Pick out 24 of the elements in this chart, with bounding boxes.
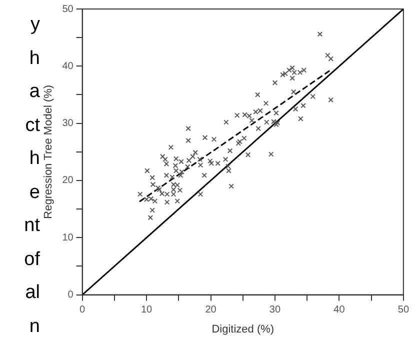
- text: n: [28, 314, 40, 338]
- text: a: [28, 80, 40, 104]
- text: nt: [23, 214, 40, 238]
- y-tick-label: 20: [62, 175, 74, 186]
- y-tick-label: 50: [62, 4, 74, 15]
- x-tick-label: 0: [80, 304, 86, 316]
- text: e: [28, 180, 40, 204]
- y-tick-label: 40: [62, 60, 74, 72]
- text: h: [28, 147, 40, 171]
- text: y: [30, 13, 40, 37]
- text: al: [24, 281, 40, 305]
- y-tick-label: 30: [62, 118, 74, 130]
- x-tick-label: 40: [334, 304, 346, 316]
- y-axis-title: Regression Tree Model (%): [42, 84, 55, 219]
- x-tick-label: 20: [205, 304, 217, 316]
- x-tick-label: 50: [398, 304, 410, 316]
- y-tick-label: 10: [62, 232, 74, 244]
- y-tick-label: 0: [68, 290, 74, 301]
- x-tick-label: 30: [269, 304, 281, 316]
- text: of: [23, 248, 40, 272]
- text: ct: [24, 114, 40, 138]
- x-axis-title: Digitized (%): [212, 323, 274, 336]
- x-tick-label: 10: [140, 304, 153, 316]
- text: h: [28, 46, 40, 70]
